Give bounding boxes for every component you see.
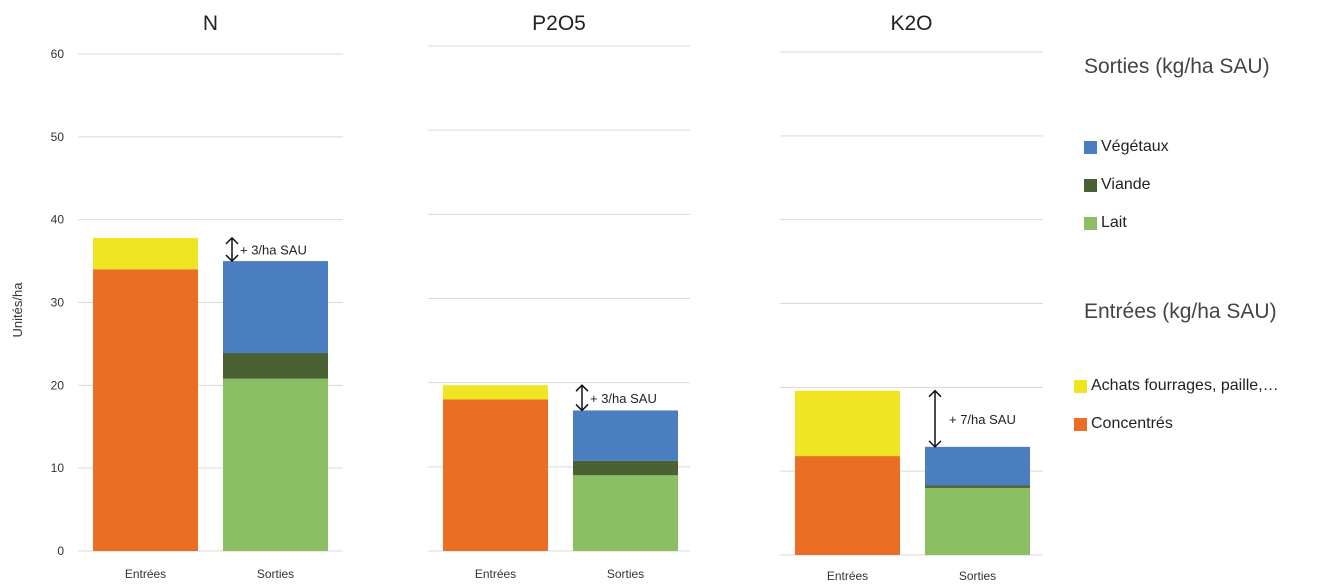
y-tick-label-60: 60 [51,47,65,61]
bar-1-entrees-achats [93,237,198,270]
bar-2-entrees-concentres [443,399,548,551]
bar-2-sorties-lait [573,475,678,551]
y-tick-label-0: 0 [57,544,64,558]
x-tick-label-1-1: Entrées [125,567,166,581]
legend-swatch-lait [1084,216,1097,230]
bar-3-entrees-achats [795,390,900,457]
panel-title-1: N [203,12,218,35]
y-tick-label-10: 10 [51,461,65,475]
annotation-label-3: + 7/ha SAU [949,412,1016,427]
panel-title-3: K2O [890,12,932,35]
y-axis-label: Unités/ha [10,282,25,338]
legend-label-achats: Achats fourrages, paille,… [1091,377,1279,394]
y-tick-label-30: 30 [51,296,65,310]
annotation-arrowhead-bottom-1 [225,254,239,263]
bar-2-sorties-vegetaux [573,410,678,461]
legend-title-entrees: Entrées (kg/ha SAU) [1084,300,1277,323]
annotation-arrowhead-bottom-2 [575,403,589,412]
legend-swatch-vegetaux [1084,140,1097,154]
bar-3-sorties-vegetaux [925,446,1030,486]
bar-1-sorties-lait [223,378,328,551]
annotation-label-1: + 3/ha SAU [240,242,307,257]
legend-label-vegetaux: Végétaux [1101,138,1169,155]
legend-item-achats: Achats fourrages, paille,… [1074,377,1279,395]
bar-2-entrees-achats [443,385,548,400]
bar-3-entrees-concentres [795,456,900,555]
x-tick-label-2-2: Sorties [607,567,644,581]
legend-item-concentres: Concentrés [1074,415,1173,433]
legend-label-concentres: Concentrés [1091,415,1173,432]
x-tick-label-3-2: Sorties [959,569,996,583]
bar-3-sorties-viande [925,485,1030,488]
legend-label-lait: Lait [1101,214,1127,231]
x-tick-label-2-1: Entrées [475,567,516,581]
annotation-arrowhead-top-1 [225,236,239,245]
x-tick-label-3-1: Entrées [827,569,868,583]
legend-swatch-concentres [1074,417,1087,431]
y-tick-label-20: 20 [51,378,65,392]
annotation-arrowhead-top-3 [928,389,942,398]
annotation-label-2: + 3/ha SAU [590,391,657,406]
legend-item-vegetaux: Végétaux [1084,138,1169,156]
legend-title-sorties: Sorties (kg/ha SAU) [1084,55,1270,78]
y-tick-label-50: 50 [51,130,65,144]
bar-1-sorties-viande [223,353,328,379]
bar-1-entrees-concentres [93,269,198,551]
panel-title-2: P2O5 [532,12,586,35]
bar-1-sorties-vegetaux [223,261,328,354]
y-tick-label-40: 40 [51,213,65,227]
legend-swatch-achats [1074,379,1087,393]
x-tick-label-1-2: Sorties [257,567,294,581]
annotation-arrowhead-top-2 [575,384,589,392]
annotation-arrowhead-bottom-3 [928,440,942,448]
bar-3-sorties-lait [925,487,1030,555]
legend-item-viande: Viande [1084,176,1151,194]
legend-swatch-viande [1084,178,1097,192]
bar-2-sorties-viande [573,460,678,476]
legend-label-viande: Viande [1101,176,1151,193]
legend-item-lait: Lait [1084,214,1127,232]
